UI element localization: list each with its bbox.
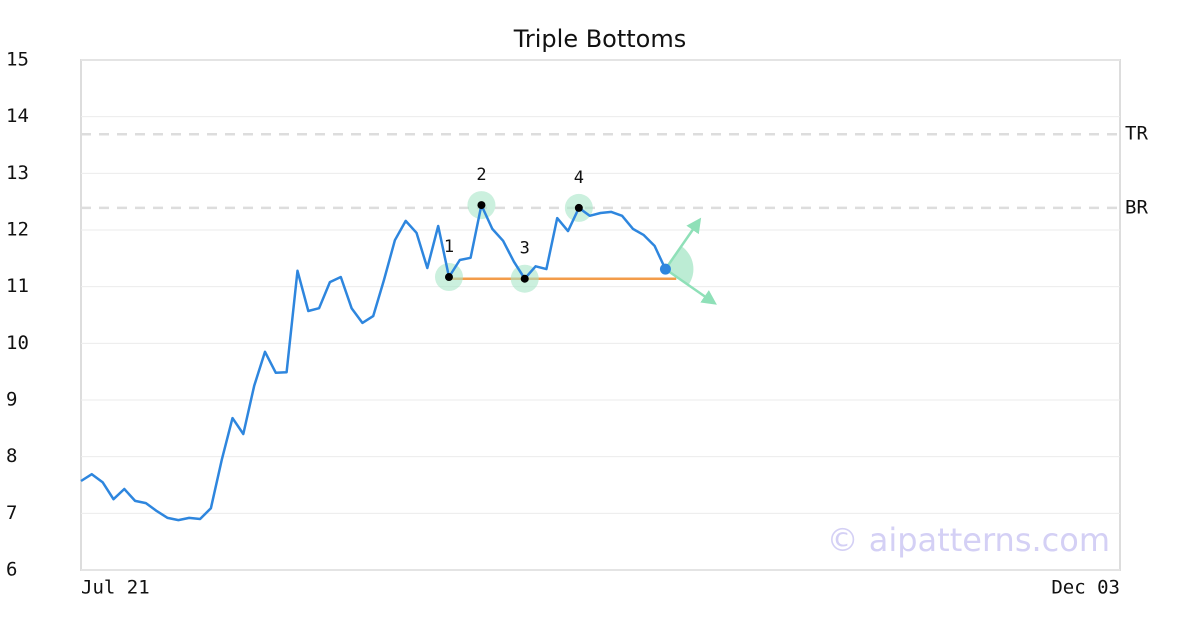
pattern-point bbox=[520, 274, 529, 283]
y-tick-label: 9 bbox=[6, 389, 17, 411]
price-line bbox=[80, 203, 667, 522]
y-tick-label: 8 bbox=[6, 445, 17, 467]
last-point bbox=[659, 263, 671, 275]
pattern-label: 4 bbox=[574, 168, 584, 188]
y-tick-label: 10 bbox=[6, 332, 29, 354]
x-tick-label: Dec 03 bbox=[1051, 577, 1120, 599]
watermark: © aipatterns.com bbox=[827, 521, 1110, 559]
pattern-label: 1 bbox=[444, 237, 454, 257]
pattern-point bbox=[477, 201, 486, 210]
y-tick-label: 11 bbox=[6, 275, 29, 297]
x-tick-label: Jul 21 bbox=[81, 577, 150, 599]
pattern-label: 3 bbox=[520, 239, 530, 259]
y-tick-label: 7 bbox=[6, 502, 17, 524]
y-tick-label: 6 bbox=[6, 559, 17, 581]
level-label: TR bbox=[1125, 123, 1148, 145]
arrow-down bbox=[664, 268, 717, 305]
y-tick-label: 12 bbox=[6, 219, 29, 241]
chart-title: Triple Bottoms bbox=[513, 25, 687, 53]
pattern-point bbox=[444, 273, 453, 282]
y-tick-label: 15 bbox=[6, 49, 29, 71]
y-tick-label: 13 bbox=[6, 162, 29, 184]
projection-wedge bbox=[665, 246, 694, 286]
pattern-point bbox=[574, 203, 583, 212]
arrow-up bbox=[664, 217, 702, 270]
y-tick-label: 14 bbox=[6, 105, 29, 127]
level-label: BR bbox=[1125, 196, 1148, 218]
pattern-label: 2 bbox=[476, 165, 486, 185]
